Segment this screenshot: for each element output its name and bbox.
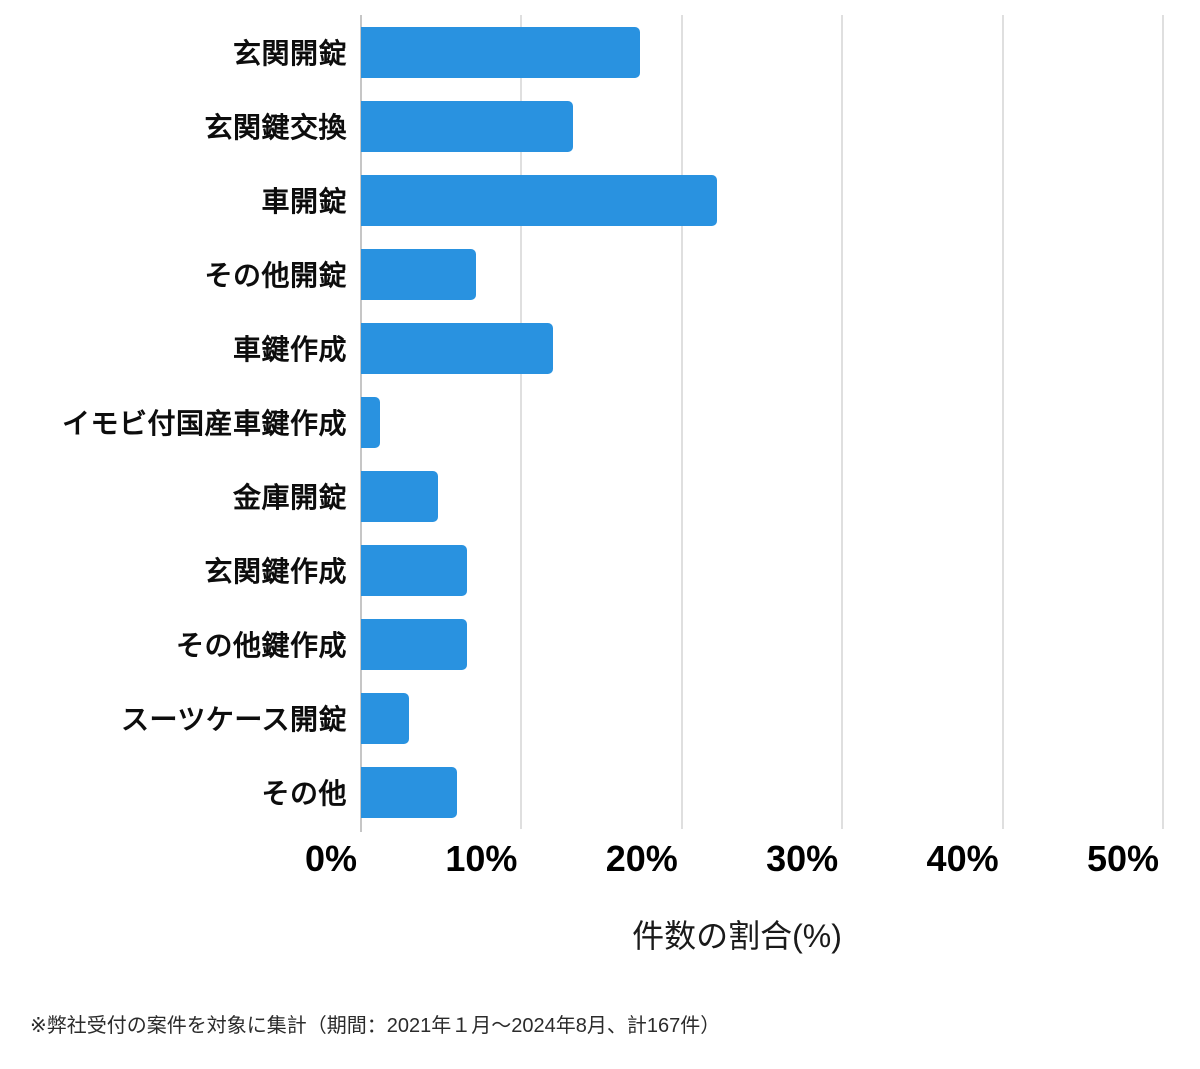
x-axis-title: 件数の割合(%) <box>632 918 842 954</box>
category-label-6: 金庫開錠 <box>232 482 347 513</box>
gridline-20 <box>680 15 683 829</box>
bar-3 <box>361 248 476 300</box>
x-tick-label-20: 20% <box>605 838 678 879</box>
x-tick-label-30: 30% <box>766 838 839 879</box>
gridline-40 <box>1001 15 1004 829</box>
category-label-0: 玄関開錠 <box>232 38 347 69</box>
category-label-2: 車開錠 <box>261 186 347 217</box>
gridline-50 <box>1162 15 1164 829</box>
bar-1 <box>361 100 573 152</box>
category-label-5: イモビ付国産車鍵作成 <box>61 408 347 439</box>
category-label-3: その他開錠 <box>204 260 347 291</box>
bar-5 <box>361 396 380 448</box>
category-label-10: その他 <box>261 778 347 809</box>
x-tick-label-10: 10% <box>445 838 518 879</box>
category-label-8: その他鍵作成 <box>175 630 347 661</box>
x-tick-label-40: 40% <box>926 838 999 879</box>
category-label-7: 玄関鍵作成 <box>204 556 347 587</box>
bar-6 <box>361 470 438 522</box>
bar-4 <box>361 322 553 374</box>
category-axis: 玄関開錠玄関鍵交換車開錠その他開錠車鍵作成イモビ付国産車鍵作成金庫開錠玄関鍵作成… <box>0 15 347 829</box>
bar-10 <box>361 766 457 818</box>
bar-7 <box>361 544 467 596</box>
plot-area <box>360 15 1164 832</box>
category-label-4: 車鍵作成 <box>232 334 347 365</box>
bar-0 <box>361 26 640 78</box>
bar-2 <box>361 174 717 226</box>
x-tick-label-50: 50% <box>1086 838 1159 879</box>
bar-8 <box>361 618 467 670</box>
x-tick-label-0: 0% <box>304 838 357 879</box>
gridline-30 <box>841 15 844 829</box>
category-label-9: スーツケース開錠 <box>120 704 347 735</box>
category-label-1: 玄関鍵交換 <box>204 112 347 143</box>
bar-9 <box>361 692 409 744</box>
footnote: ※弊社受付の案件を対象に集計（期間：2021年１月～2024年8月、計167件） <box>30 1015 721 1037</box>
gridline-10 <box>520 15 523 829</box>
